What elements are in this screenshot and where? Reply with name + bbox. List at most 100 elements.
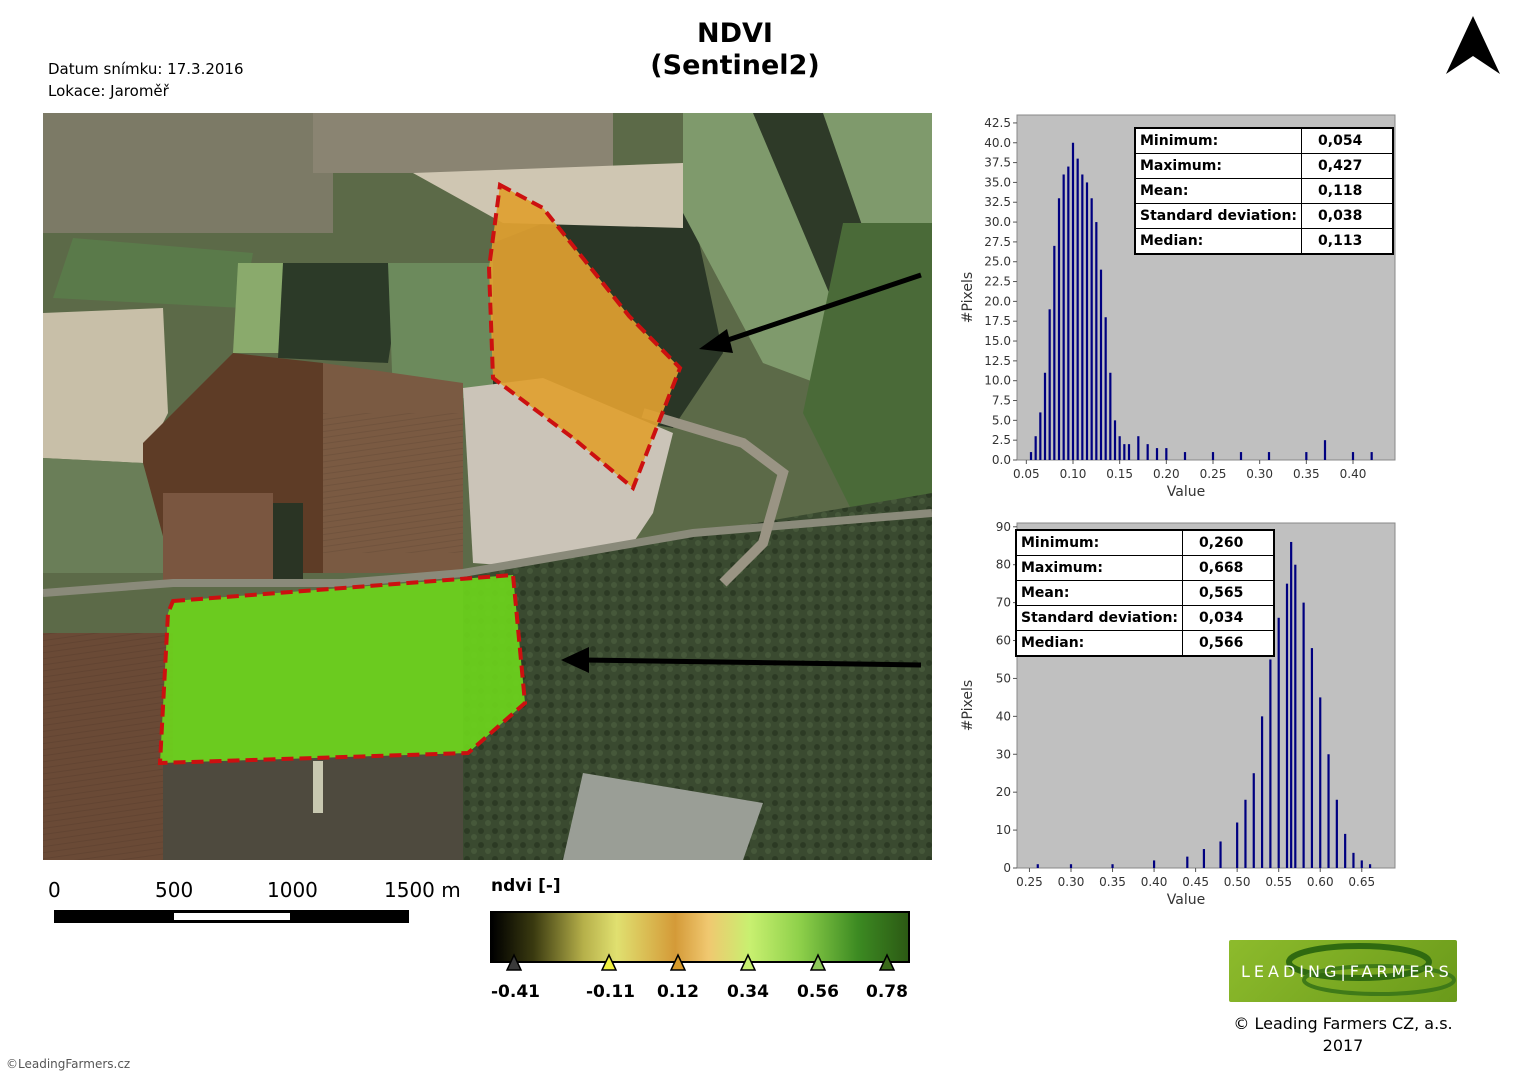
y-tick-label: 30 [996, 747, 1011, 761]
scalebar-labels: 0 500 1000 1500 m [0, 878, 480, 906]
stats-value: 0,566 [1182, 630, 1275, 657]
leading-farmers-logo: LEADING|FARMERS [1229, 940, 1457, 1002]
stats-label: Standard deviation: [1015, 605, 1184, 631]
histogram-bar [1368, 864, 1372, 868]
histogram-bar [1252, 773, 1255, 868]
x-tick-label: 0.35 [1293, 467, 1320, 481]
histogram-bar [1219, 841, 1222, 868]
scalebar-label: 1000 [267, 878, 318, 902]
stats-label: Minimum: [1015, 529, 1184, 556]
x-tick-label: 0.05 [1013, 467, 1040, 481]
histogram-bar [1285, 583, 1289, 868]
y-tick-label: 20 [996, 785, 1011, 799]
y-tick-label: 15.0 [984, 334, 1011, 348]
stats-row: Standard deviation: 0,034 [1015, 605, 1275, 631]
histogram-bar [1327, 754, 1330, 868]
stats-table-upper: Minimum: 0,054 Maximum: 0,427 Mean: 0,118 Stan… [1134, 127, 1395, 255]
x-tick-label: 0.35 [1099, 875, 1126, 889]
y-tick-label: 80 [996, 558, 1011, 572]
histogram-bar [1344, 833, 1347, 868]
y-tick-label: 42.5 [984, 116, 1011, 130]
legend-tick-marker [669, 953, 687, 971]
histogram-bar [1109, 372, 1112, 460]
histogram-bar [1290, 541, 1293, 868]
y-tick-label: 32.5 [984, 195, 1011, 209]
logo-text: LEADING|FARMERS [1241, 962, 1453, 981]
histogram-bar [1294, 564, 1297, 868]
y-tick-label: 20.0 [984, 294, 1011, 308]
x-tick-label: 0.30 [1058, 875, 1085, 889]
histogram-bar [1244, 799, 1247, 868]
legend-tick-label: 0.56 [797, 982, 839, 1002]
y-tick-label: 37.5 [984, 156, 1011, 170]
stats-value: 0,118 [1301, 178, 1394, 204]
map-title: NDVI (Sentinel2) [600, 18, 870, 82]
stats-row: Maximum: 0,668 [1015, 555, 1275, 581]
stats-row: Mean: 0,565 [1015, 580, 1275, 606]
y-tick-label: 12.5 [984, 354, 1011, 368]
histogram-bar [1118, 436, 1121, 460]
legend-tick-label: 0.78 [866, 982, 908, 1002]
x-tick-label: 0.25 [1200, 467, 1227, 481]
histogram-bar [1029, 452, 1033, 460]
y-tick-label: 70 [996, 596, 1011, 610]
scalebar-label: 0 [48, 878, 61, 902]
histogram-bar [1352, 852, 1355, 868]
y-tick-label: 17.5 [984, 314, 1011, 328]
legend-tick-markers [505, 953, 896, 971]
x-tick-label: 0.30 [1246, 467, 1273, 481]
histogram-bar [1043, 372, 1047, 460]
histogram-bar [1260, 716, 1264, 868]
y-tick-label: 7.5 [992, 394, 1011, 408]
histogram-bar [1095, 222, 1098, 460]
histogram-bar [1067, 166, 1070, 460]
x-tick-label: 0.40 [1340, 467, 1367, 481]
histogram-bar [1062, 174, 1065, 460]
x-axis-label: Value [1167, 484, 1205, 500]
stats-row: Standard deviation: 0,038 [1134, 203, 1394, 229]
histogram-bar [1081, 174, 1084, 460]
histogram-bar [1236, 822, 1239, 868]
stats-label: Mean: [1015, 580, 1184, 606]
stats-value: 0,054 [1301, 127, 1394, 154]
histogram-bar [1335, 799, 1338, 868]
x-tick-label: 0.20 [1153, 467, 1180, 481]
legend-title: ndvi [-] [491, 876, 561, 896]
stats-row: Minimum: 0,260 [1015, 529, 1275, 556]
north-arrow-icon [1446, 16, 1500, 74]
y-tick-label: 5.0 [992, 413, 1011, 427]
histogram-bar [1310, 648, 1314, 868]
legend-tick-label: -0.11 [586, 982, 635, 1002]
histogram-bar [1305, 452, 1308, 460]
histogram-bar [1269, 659, 1272, 868]
legend-tick-marker [600, 953, 618, 971]
stats-row: Mean: 0,118 [1134, 178, 1394, 204]
title-line2: (Sentinel2) [650, 50, 820, 81]
x-tick-label: 0.25 [1016, 875, 1043, 889]
y-axis-label: #Pixels [960, 272, 976, 323]
y-tick-label: 30.0 [984, 215, 1011, 229]
image-date: Datum snímku: 17.3.2016 [48, 60, 244, 78]
y-tick-label: 0.0 [992, 453, 1011, 467]
stats-label: Median: [1015, 630, 1184, 657]
y-tick-label: 35.0 [984, 175, 1011, 189]
histogram-bar [1277, 617, 1280, 868]
x-tick-label: 0.10 [1060, 467, 1087, 481]
x-tick-label: 0.40 [1141, 875, 1168, 889]
histogram-bar [1069, 864, 1073, 868]
stats-label: Maximum: [1015, 555, 1184, 581]
image-metadata: Datum snímku: 17.3.2016 Lokace: Jaroměř [48, 58, 244, 102]
histogram-bar [1186, 856, 1189, 868]
histogram-bar [1123, 444, 1126, 460]
histogram-bar [1211, 452, 1215, 460]
copyright-line2: 2017 [1322, 1036, 1364, 1055]
stats-row: Median: 0,566 [1015, 630, 1275, 657]
y-tick-label: 0 [1003, 861, 1011, 875]
stats-table-lower: Minimum: 0,260 Maximum: 0,668 Mean: 0,565 Stan… [1015, 529, 1276, 657]
histogram-bar [1267, 452, 1271, 460]
histogram-bar [1057, 198, 1061, 460]
stats-label: Standard deviation: [1134, 203, 1303, 229]
histogram-bar [1302, 602, 1305, 868]
stats-value: 0,113 [1301, 228, 1394, 255]
histogram-bar [1039, 412, 1042, 460]
